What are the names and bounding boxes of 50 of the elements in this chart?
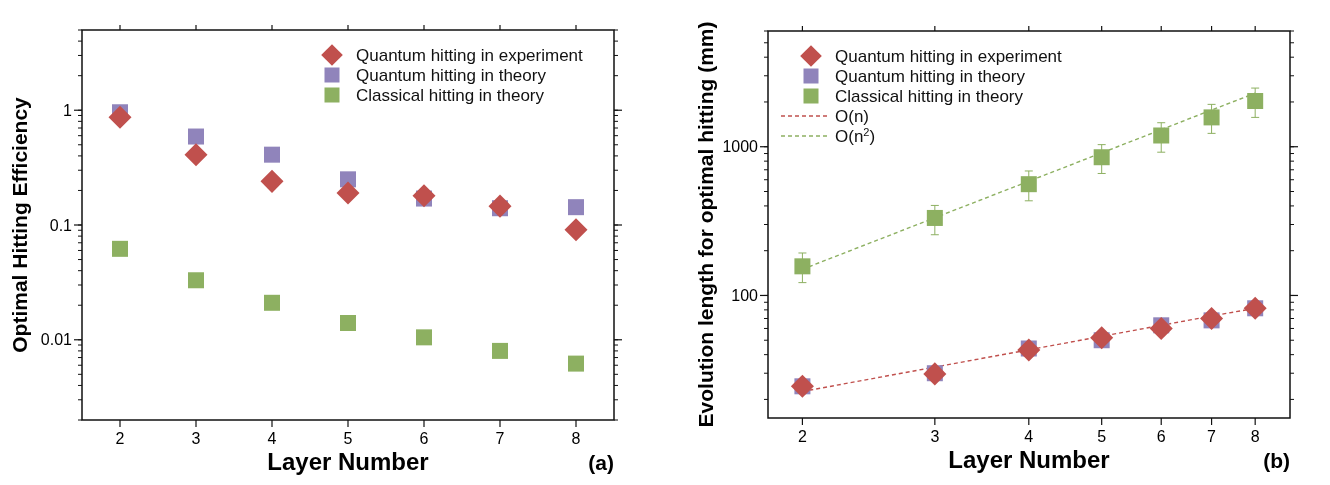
- point: [264, 146, 280, 163]
- point: [488, 194, 512, 218]
- x-tick-label: 5: [343, 430, 353, 447]
- text: (b): [1263, 449, 1290, 472]
- point: [412, 184, 436, 208]
- point: [188, 272, 204, 289]
- x-tick-label: 4: [1024, 428, 1034, 445]
- y-tick-label: 1: [63, 101, 73, 119]
- x-tick-label: 7: [1207, 428, 1217, 445]
- point: [184, 143, 208, 167]
- y-axis-title: Evolution length for optimal hitting (mm): [694, 21, 717, 428]
- y-tick-label: 0.1: [49, 216, 73, 234]
- legend-label: O(n$^{2}$): [835, 126, 876, 146]
- legend-label: Quantum hitting in theory: [835, 67, 1026, 86]
- legend-label: Quantum hitting in experiment: [835, 47, 1063, 66]
- y-tick-label: 100: [731, 287, 759, 305]
- x-tick-label: 8: [1250, 428, 1260, 445]
- point: [264, 294, 280, 311]
- x-tick-label: 8: [571, 430, 581, 447]
- legend-label: Quantum hitting in theory: [356, 66, 547, 85]
- x-tick-label: 3: [930, 428, 940, 445]
- x-tick-label: 5: [1097, 428, 1107, 445]
- x-tick-label: 6: [419, 430, 429, 447]
- legend-label: O(n): [835, 107, 869, 126]
- x-tick-label: 2: [797, 428, 807, 445]
- x-axis-title: Layer Number: [267, 448, 429, 475]
- x-axis-title: Layer Number: [948, 446, 1110, 473]
- point: [108, 105, 132, 129]
- point: [492, 342, 508, 359]
- x-tick-label: 3: [191, 430, 201, 447]
- point: [416, 329, 432, 346]
- x-tick-label: 7: [495, 430, 505, 447]
- y-axis-title: Optimal Hitting Efficiency: [8, 96, 31, 353]
- legend-label: Classical hitting in theory: [835, 87, 1024, 106]
- point: [112, 240, 128, 257]
- x-tick-label: 4: [267, 430, 277, 447]
- x-tick-label: 2: [115, 430, 125, 447]
- point: [336, 181, 360, 205]
- point: [564, 218, 588, 242]
- point: [188, 128, 204, 145]
- y-tick-label: 1000: [722, 138, 759, 156]
- text: (a): [588, 451, 614, 474]
- point: [568, 199, 584, 216]
- legend-label: Quantum hitting in experiment: [356, 46, 584, 65]
- point: [260, 169, 284, 193]
- point: [340, 315, 356, 331]
- y-tick-label: 0.01: [40, 331, 73, 349]
- legend-label: Classical hitting in theory: [356, 86, 545, 105]
- point: [568, 355, 584, 372]
- x-tick-label: 6: [1156, 428, 1166, 445]
